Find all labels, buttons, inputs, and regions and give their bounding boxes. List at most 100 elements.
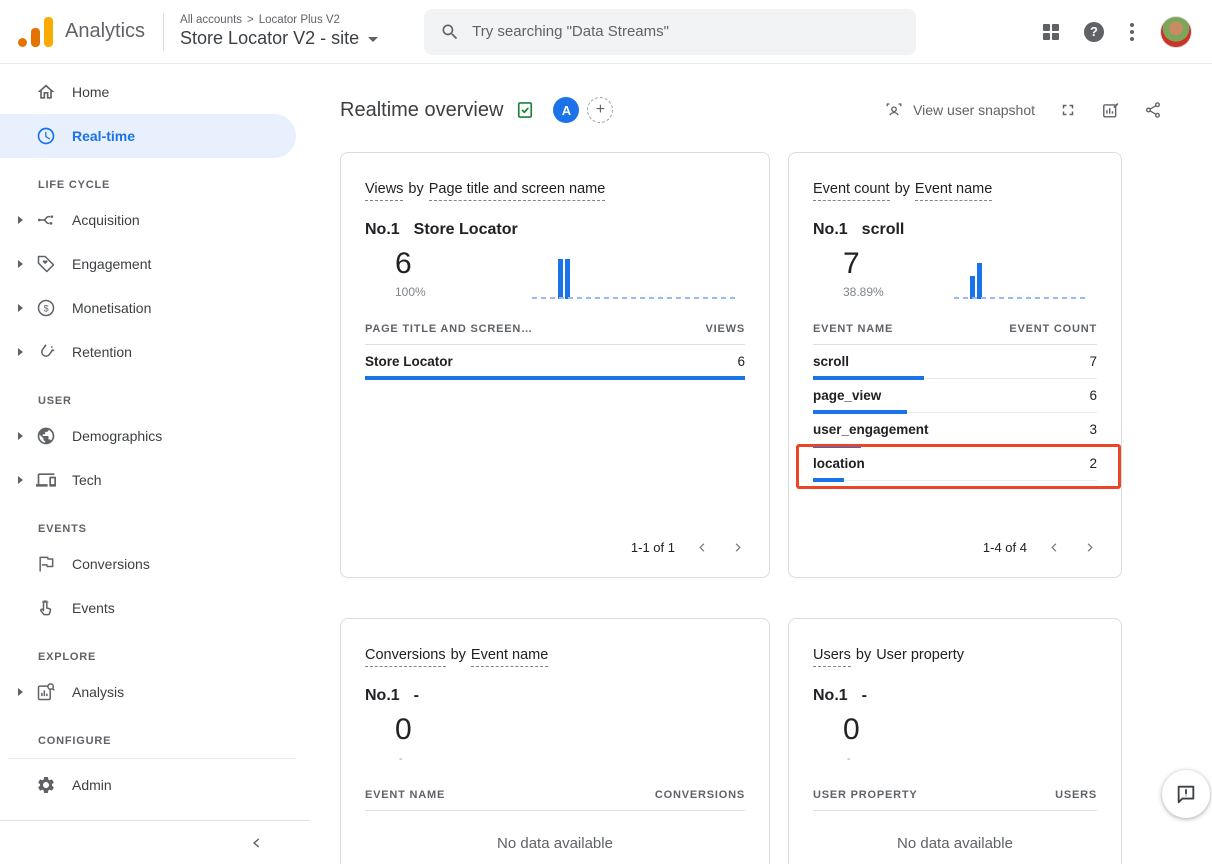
column-value: VIEWS xyxy=(705,323,745,335)
card-conversions-by-event-name: Conversions by Event name No.1 - 0 - EVENT… xyxy=(340,618,770,864)
sidebar-item-label: Analysis xyxy=(72,684,125,700)
property-block: All accounts > Locator Plus V2 Store Loc… xyxy=(180,14,379,49)
table-row: page_view 6 xyxy=(813,379,1097,414)
empty-state-label: No data available xyxy=(897,835,1013,852)
metric-row: 7 38.89% xyxy=(813,247,1097,299)
sidebar-footer xyxy=(0,820,310,864)
spark-bar xyxy=(558,259,563,299)
card-event-count-by-event-name: Event count by Event name No.1 scroll 7 38… xyxy=(788,152,1122,578)
chevron-left-icon[interactable] xyxy=(695,540,710,555)
rank-value: Store Locator xyxy=(413,221,518,238)
org-grid-icon[interactable] xyxy=(1042,23,1060,41)
sidebar-item-analysis[interactable]: Analysis xyxy=(0,670,310,714)
expand-arrow-icon xyxy=(18,216,23,224)
card-users-by-user-property: Users by User property No.1 - 0 - USER PRO… xyxy=(788,618,1122,864)
sidebar-item-label: Events xyxy=(72,600,115,616)
row-value: 7 xyxy=(1089,354,1097,369)
retention-magnet-icon xyxy=(34,342,58,362)
main-content: Realtime overview A View user snapshot xyxy=(310,64,1212,864)
analysis-chart-icon xyxy=(34,682,58,702)
sidebar-item-monetisation[interactable]: $ Monetisation xyxy=(0,286,310,330)
dimension-selector[interactable]: Event name xyxy=(470,647,549,667)
sidebar-item-events[interactable]: Events xyxy=(0,586,310,630)
pagination: 1-1 of 1 xyxy=(631,540,745,555)
row-bar xyxy=(813,410,907,414)
top-entry: No.1 scroll xyxy=(813,221,1097,239)
pagination-label: 1-4 of 4 xyxy=(982,540,1027,555)
row-name: Store Locator xyxy=(365,354,453,369)
sidebar-item-realtime[interactable]: Real-time xyxy=(0,114,296,158)
card-title: Users by User property xyxy=(813,647,1097,667)
chevron-down-icon xyxy=(368,37,379,42)
rank-value: - xyxy=(413,687,419,704)
chevron-right-icon[interactable] xyxy=(730,540,745,555)
breadcrumb-account[interactable]: Locator Plus V2 xyxy=(258,14,340,26)
share-icon[interactable] xyxy=(1144,101,1162,119)
avatar[interactable] xyxy=(1160,15,1192,48)
acquisition-icon xyxy=(34,210,58,230)
more-options-icon[interactable] xyxy=(1128,21,1136,43)
help-icon[interactable] xyxy=(1084,21,1104,42)
chevron-left-icon[interactable] xyxy=(1047,540,1062,555)
metric-value: 0 xyxy=(843,713,860,746)
topbar-actions xyxy=(1042,15,1212,48)
table-row: Store Locator 6 xyxy=(365,345,745,380)
column-value: CONVERSIONS xyxy=(654,789,745,801)
view-user-snapshot-label: View user snapshot xyxy=(913,102,1035,118)
rank-label: No.1 xyxy=(365,687,400,704)
report-header: Realtime overview A View user snapshot xyxy=(340,90,1162,130)
sidebar-item-conversions[interactable]: Conversions xyxy=(0,542,310,586)
gear-icon xyxy=(34,775,58,795)
comparison-badge[interactable]: A xyxy=(553,97,580,123)
metric-row: 6 100% xyxy=(365,247,745,299)
flag-icon xyxy=(34,554,58,574)
title-join: by xyxy=(408,181,424,197)
metric-selector[interactable]: Event count xyxy=(813,181,890,201)
pagination-label: 1-1 of 1 xyxy=(630,540,675,555)
column-value: EVENT COUNT xyxy=(1009,323,1097,335)
title-join: by xyxy=(450,647,466,663)
breadcrumb-all-accounts[interactable]: All accounts xyxy=(180,14,243,26)
dimension-selector[interactable]: Event name xyxy=(914,181,993,201)
monetisation-dollar-icon: $ xyxy=(34,298,58,318)
column-name: USER PROPERTY xyxy=(813,789,918,801)
top-app-bar: Analytics All accounts > Locator Plus V2… xyxy=(0,0,1212,64)
chevron-right-icon[interactable] xyxy=(1082,540,1097,555)
row-name: page_view xyxy=(813,388,882,403)
analytics-logo-icon[interactable] xyxy=(18,16,53,47)
metric-selector[interactable]: Users xyxy=(813,647,851,667)
expand-arrow-icon xyxy=(18,348,23,356)
metric-selector[interactable]: Conversions xyxy=(365,647,446,667)
sidebar-item-label: Acquisition xyxy=(72,212,140,228)
report-valid-icon[interactable] xyxy=(515,100,535,120)
logo-dot xyxy=(18,37,27,47)
add-comparison-button[interactable] xyxy=(587,97,614,123)
sidebar-item-home[interactable]: Home xyxy=(0,70,310,114)
sidebar-item-retention[interactable]: Retention xyxy=(0,330,310,374)
customize-report-icon[interactable] xyxy=(1101,101,1120,120)
sidebar-item-demographics[interactable]: Demographics xyxy=(0,414,310,458)
feedback-button[interactable] xyxy=(1162,770,1210,818)
report-actions: View user snapshot xyxy=(885,101,1162,120)
sidebar-item-tech[interactable]: Tech xyxy=(0,458,310,502)
row-bar xyxy=(365,376,745,380)
search-bar[interactable] xyxy=(424,8,917,55)
metric-percent: 100% xyxy=(395,285,426,299)
spark-bar xyxy=(977,263,982,299)
metric-value: 0 xyxy=(395,713,412,746)
metric-selector[interactable]: Views xyxy=(365,181,404,201)
sidebar-item-admin[interactable]: Admin xyxy=(0,763,310,807)
search-input[interactable] xyxy=(472,23,901,40)
sidebar-item-label: Real-time xyxy=(72,128,136,144)
table-header: PAGE TITLE AND SCREEN… VIEWS xyxy=(365,323,745,345)
table-row-location: location 2 xyxy=(796,444,1121,489)
collapse-sidebar-icon[interactable] xyxy=(246,832,268,854)
sidebar-item-engagement[interactable]: Engagement xyxy=(0,242,310,286)
sidebar-item-acquisition[interactable]: Acquisition xyxy=(0,198,310,242)
column-value: USERS xyxy=(1055,789,1097,801)
view-user-snapshot-button[interactable]: View user snapshot xyxy=(885,101,1035,119)
dimension-selector[interactable]: Page title and screen name xyxy=(428,181,606,201)
property-name: Store Locator V2 - site xyxy=(180,28,360,48)
property-switcher[interactable]: Store Locator V2 - site xyxy=(180,28,379,49)
fullscreen-icon[interactable] xyxy=(1059,101,1077,119)
